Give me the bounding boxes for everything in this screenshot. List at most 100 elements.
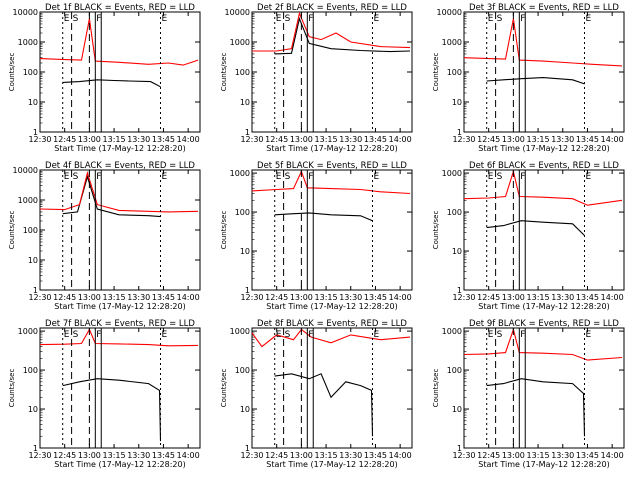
series-black [274,373,374,437]
x-tick-label: 12:45 [265,451,288,460]
panel-det-7: Det 7f BLACK = Events, RED = LLD 12:30 12:… [8,319,201,469]
x-tick-label: 13:00 [78,135,101,144]
event-marker-label: S [285,172,291,182]
x-tick-label: 13:00 [290,135,313,144]
panel-title: Det 6f BLACK = Events, RED = LLD [469,161,619,171]
y-axis-label: Counts/sec [220,211,228,250]
panel-det-8: Det 8f BLACK = Events, RED = LLD 12:30 12:… [220,319,413,469]
y-tick-label: 1 [33,444,38,453]
event-marker-label: E [64,330,70,340]
panel-det-1: Det 1f BLACK = Events, RED = LLD 12:30 12:… [8,3,201,153]
x-tick-label: 13:45 [576,135,599,144]
x-tick-label: 13:45 [364,293,387,302]
event-marker-label: S [497,172,503,182]
x-tick-label: 13:15 [315,293,338,302]
y-tick-label: 1 [33,128,38,137]
event-marker-label: E [161,172,167,182]
panel-title: Det 4f BLACK = Events, RED = LLD [45,161,195,171]
x-tick-label: 14:00 [389,135,412,144]
x-tick-label: 12:45 [53,293,76,302]
y-tick-label: 10 [452,98,462,107]
event-marker-label: E [488,14,494,24]
y-tick-label: 10 [452,247,462,256]
panel-det-4: Det 4f BLACK = Events, RED = LLD 12:30 12:… [8,161,201,311]
plot-frame [251,169,413,291]
x-axis-label: Start Time (17-May-12 12:28:20) [266,144,397,153]
x-axis-label: Start Time (17-May-12 12:28:20) [54,144,185,153]
y-tick-label: 1000 [442,169,462,178]
x-tick-label: 13:00 [502,135,525,144]
event-marker-label: E [64,172,70,182]
panel-title: Det 7f BLACK = Events, RED = LLD [45,319,195,329]
event-marker-label: S [497,14,503,24]
y-tick-label: 100 [447,68,462,77]
event-marker-label: F [308,14,313,24]
panel-title: Det 9f BLACK = Events, RED = LLD [469,319,619,329]
x-tick-label: 12:45 [53,451,76,460]
x-tick-label: 13:30 [339,293,362,302]
plot-frame [463,327,625,449]
event-marker-label: F [520,330,525,340]
event-marker-label: F [520,14,525,24]
event-marker-label: E [276,330,282,340]
x-axis-label: Start Time (17-May-12 12:28:20) [266,302,397,311]
x-tick-label: 13:15 [315,451,338,460]
panel-det-5: Det 5f BLACK = Events, RED = LLD 12:30 12:… [220,161,413,311]
event-marker-label: F [308,172,313,182]
x-tick-label: 13:00 [290,293,313,302]
y-tick-label: 100 [23,68,38,77]
x-tick-label: 13:45 [364,451,387,460]
x-tick-label: 13:45 [576,451,599,460]
x-tick-label: 13:00 [78,451,101,460]
y-tick-label: 1 [245,286,250,295]
series-black [486,77,585,85]
x-tick-label: 13:30 [339,451,362,460]
event-marker-label: E [488,330,494,340]
y-tick-label: 1000 [18,196,38,205]
x-tick-label: 14:00 [601,293,624,302]
y-tick-label: 100 [235,208,250,217]
plot-frame [39,327,201,449]
event-marker-label: S [285,330,291,340]
x-tick-label: 12:30 [28,451,51,460]
x-tick-label: 12:30 [240,135,263,144]
y-tick-label: 100 [23,366,38,375]
event-marker-label: S [73,172,79,182]
x-tick-label: 12:30 [240,451,263,460]
series-black [486,220,585,236]
plot-frame [463,11,625,133]
x-tick-label: 13:15 [527,451,550,460]
plot-frame [39,169,201,291]
x-tick-label: 13:30 [127,293,150,302]
y-axis-label: Counts/sec [432,211,440,250]
panel-det-6: Det 6f BLACK = Events, RED = LLD 12:30 12:… [432,161,625,311]
plot-frame [463,169,625,291]
x-axis-label: Start Time (17-May-12 12:28:20) [266,460,397,469]
event-marker-label: F [520,172,525,182]
panel-det-9: Det 9f BLACK = Events, RED = LLD 12:30 12:… [432,319,625,469]
x-tick-label: 12:30 [28,135,51,144]
y-tick-label: 1000 [230,327,250,336]
y-axis-label: Counts/sec [8,211,16,250]
x-tick-label: 12:30 [452,293,475,302]
y-tick-label: 10 [28,405,38,414]
x-tick-label: 13:30 [551,451,574,460]
x-tick-label: 12:30 [452,135,475,144]
y-axis-label: Counts/sec [220,53,228,92]
y-axis-label: Counts/sec [8,369,16,408]
x-tick-label: 13:45 [364,135,387,144]
y-tick-label: 1 [245,444,250,453]
event-marker-label: E [373,330,379,340]
x-tick-label: 13:00 [290,451,313,460]
x-tick-label: 14:00 [389,293,412,302]
y-axis-label: Counts/sec [432,369,440,408]
y-axis-label: Counts/sec [432,53,440,92]
x-tick-label: 13:30 [551,135,574,144]
y-tick-label: 1000 [442,327,462,336]
event-marker-label: S [73,330,79,340]
x-axis-label: Start Time (17-May-12 12:28:20) [478,144,609,153]
y-tick-label: 100 [235,68,250,77]
y-tick-label: 100 [23,226,38,235]
x-tick-label: 12:45 [477,293,500,302]
